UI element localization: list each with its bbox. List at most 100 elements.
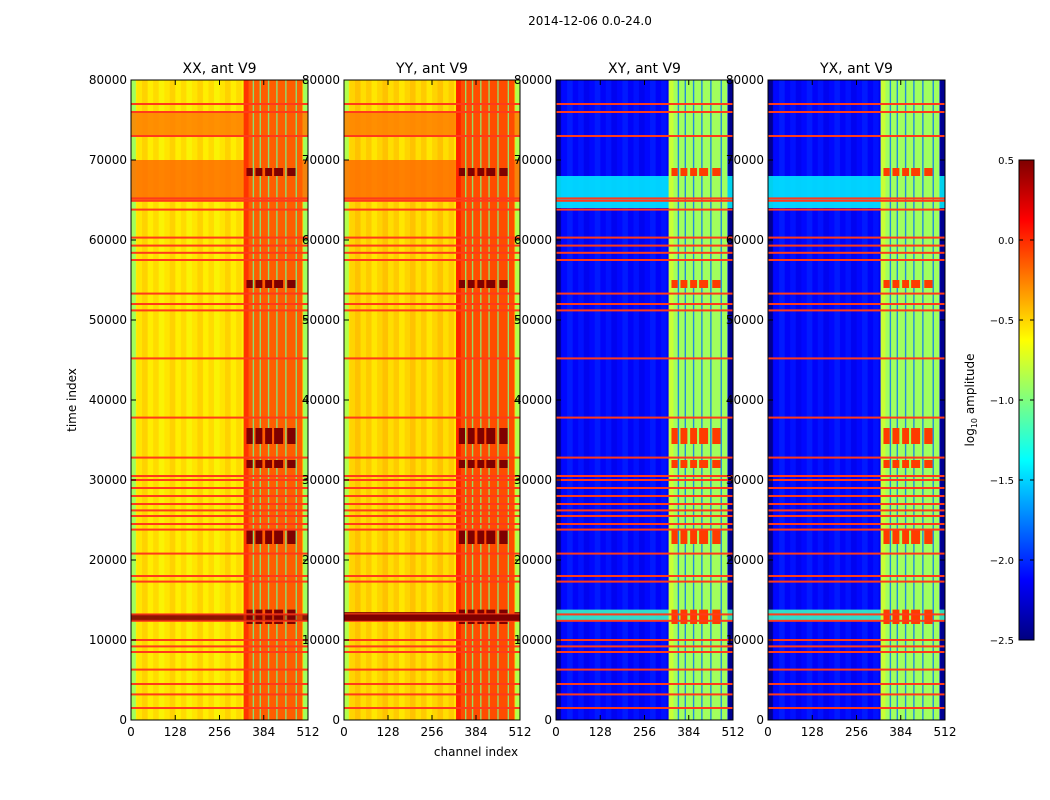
- y-tick-label: 70000: [514, 153, 552, 167]
- heatmap-channel-stripe: [443, 80, 449, 720]
- heatmap-band-column: [684, 80, 686, 720]
- y-tick-label: 80000: [89, 73, 127, 87]
- y-tick-label: 40000: [302, 393, 340, 407]
- heatmap-flag-row: [131, 303, 308, 305]
- heatmap-flag-row: [556, 503, 733, 505]
- heatmap-flag-row: [344, 244, 520, 247]
- x-tick-label: 384: [677, 725, 700, 739]
- heatmap-hot-block: [883, 168, 890, 176]
- heatmap-hot-block: [499, 428, 508, 444]
- y-tick-label: 60000: [726, 233, 764, 247]
- heatmap-flag-row: [344, 303, 520, 305]
- heatmap-channel-stripe: [197, 80, 204, 720]
- heatmap-hot-block: [255, 460, 263, 468]
- heatmap-channel-stripe: [862, 80, 868, 720]
- heatmap-flag-row: [768, 251, 945, 254]
- heatmap-flag-row: [768, 111, 945, 113]
- heatmap-hot-block: [265, 529, 273, 544]
- x-tick-label: 0: [340, 725, 348, 739]
- heatmap-hot-block: [467, 280, 475, 288]
- heatmap-flag-row: [131, 416, 308, 419]
- heatmap-flag-row: [768, 303, 945, 305]
- heatmap-hot-block: [699, 460, 709, 468]
- heatmap-flag-row: [556, 619, 733, 622]
- x-tick-label: 0: [764, 725, 772, 739]
- heatmap-channel-stripe: [225, 80, 231, 720]
- heatmap-channel-stripe: [561, 80, 568, 720]
- heatmap-flag-row: [344, 683, 520, 685]
- heatmap-flag-row: [344, 523, 520, 525]
- heatmap-rfi-row: [344, 614, 520, 621]
- y-tick-label: 50000: [514, 313, 552, 327]
- heatmap-flag-row: [768, 503, 945, 505]
- heatmap-channel-stripe: [594, 80, 601, 720]
- y-tick-label: 30000: [302, 473, 340, 487]
- heatmap-flag-row: [556, 111, 733, 113]
- heatmap-flag-row: [556, 244, 733, 247]
- heatmap-flag-row: [556, 135, 733, 137]
- heatmap-channel-stripe: [136, 80, 143, 720]
- heatmap-flag-row: [556, 509, 733, 512]
- heatmap-channel-stripe: [795, 80, 802, 720]
- heatmap-hot-block: [246, 168, 253, 176]
- heatmap-channel-stripe: [823, 80, 830, 720]
- heatmap-channel-stripe: [382, 80, 389, 720]
- heatmap-flag-row: [131, 683, 308, 685]
- heatmap-channel-stripe: [867, 80, 874, 720]
- heatmap-flag-row: [344, 693, 520, 696]
- heatmap-hot-block: [671, 529, 678, 544]
- heatmap-channel-stripe: [230, 80, 237, 720]
- heatmap-channel-stripe: [142, 80, 148, 720]
- heatmap-channel-stripe: [812, 80, 819, 720]
- y-tick-label: 80000: [302, 73, 340, 87]
- heatmap-flag-row: [131, 199, 308, 202]
- heatmap-flag-row: [131, 668, 308, 671]
- x-tick-label: 128: [377, 725, 400, 739]
- heatmap-flag-row: [556, 292, 733, 295]
- heatmap-flag-row: [131, 639, 308, 641]
- heatmap-band-column: [507, 80, 509, 720]
- heatmap-flag-row: [556, 523, 733, 525]
- heatmap-channel-stripe: [583, 80, 590, 720]
- heatmap-flag-row: [131, 244, 308, 247]
- heatmap-hot-block: [287, 460, 296, 468]
- panel-title: XX, ant V9: [183, 61, 257, 77]
- heatmap-flag-row: [131, 357, 308, 360]
- x-axis-label: channel index: [434, 745, 518, 759]
- heatmap-hot-block: [690, 168, 698, 176]
- heatmap-flag-row: [768, 244, 945, 247]
- heatmap-channel-stripe: [360, 80, 367, 720]
- heatmap-channel-stripe: [611, 80, 618, 720]
- heatmap-flag-row: [768, 236, 945, 239]
- y-tick-label: 20000: [726, 553, 764, 567]
- heatmap-channel-stripe: [638, 80, 645, 720]
- heatmap-hot-block: [911, 280, 921, 288]
- heatmap-band-column: [456, 80, 461, 720]
- heatmap-channel-stripe: [856, 80, 863, 720]
- y-tick-label: 60000: [89, 233, 127, 247]
- heatmap-flag-row: [556, 208, 733, 211]
- heatmap-flag-row: [768, 479, 945, 481]
- heatmap-channel-stripe: [186, 80, 193, 720]
- heatmap-hot-block: [924, 609, 933, 624]
- y-tick-label: 60000: [302, 233, 340, 247]
- heatmap-channel-stripe: [806, 80, 813, 720]
- heatmap-hot-block: [255, 280, 263, 288]
- heatmap-channel-stripe: [448, 80, 455, 720]
- heatmap-channel-stripe: [834, 80, 841, 720]
- colorbar-tick-label: −1.5: [990, 476, 1014, 487]
- heatmap-hot-block: [892, 280, 900, 288]
- heatmap-band-column: [913, 80, 915, 720]
- heatmap-flag-row: [344, 111, 520, 113]
- heatmap-hot-block: [883, 280, 890, 288]
- heatmap-flag-row: [131, 528, 308, 531]
- heatmap-channel-stripe: [650, 80, 656, 720]
- heatmap-flag-row: [768, 523, 945, 525]
- heatmap-channel-stripe: [790, 80, 796, 720]
- heatmap-flag-row: [556, 357, 733, 360]
- heatmap-hot-block: [274, 609, 284, 624]
- heatmap-flag-row: [556, 683, 733, 685]
- heatmap-hot-block: [274, 168, 284, 176]
- heatmap-hot-block: [892, 609, 900, 624]
- heatmap-hot-block: [467, 529, 475, 544]
